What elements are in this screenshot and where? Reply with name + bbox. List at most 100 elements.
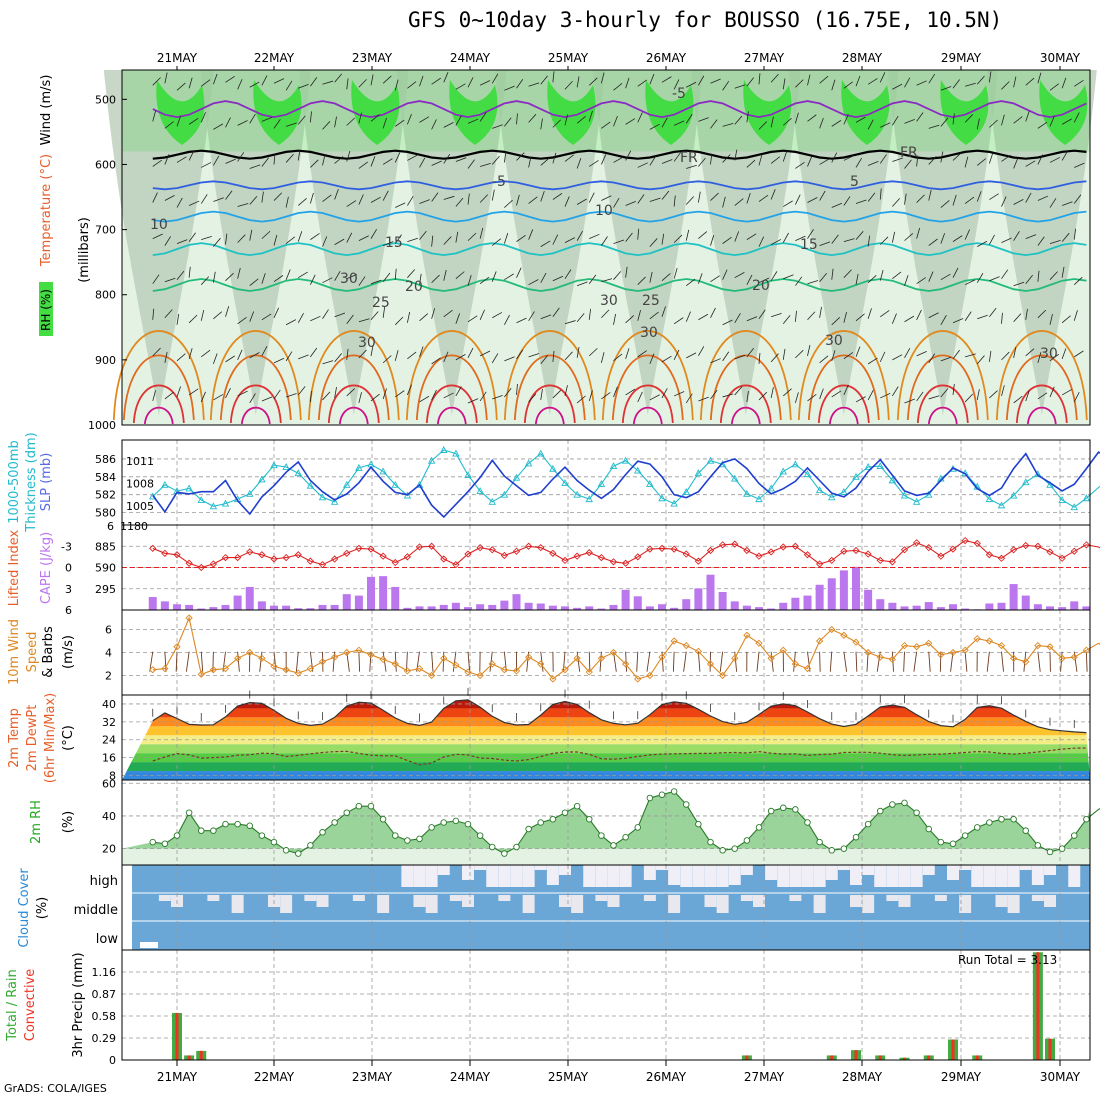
rh2m-marker — [731, 845, 739, 852]
wind10-speed-marker — [694, 647, 703, 655]
wind-barb — [794, 112, 799, 124]
wind-barb — [1049, 313, 1053, 325]
contour-label: 30 — [825, 333, 843, 349]
contour-label: 20 — [752, 278, 770, 294]
wind-barb — [892, 83, 903, 90]
lifted-index-marker — [658, 544, 666, 553]
wind-barb — [334, 189, 339, 200]
thickness-tick-label: 584 — [95, 471, 116, 484]
wind-barb — [734, 386, 743, 396]
wind-barb — [977, 314, 988, 320]
wind-barb — [576, 76, 580, 88]
wind-barb — [346, 348, 349, 360]
wind-barb — [443, 392, 454, 399]
wind-barb — [249, 352, 260, 359]
wind-barb — [1013, 231, 1020, 241]
wind-barb — [952, 318, 964, 324]
wind10-speed-marker — [573, 654, 581, 662]
lifted-index-marker — [476, 544, 484, 552]
rh2m-base-fill — [122, 848, 1090, 865]
wind-barb — [443, 309, 453, 318]
cloud-high-bar — [1007, 865, 1020, 887]
wind-barb — [431, 274, 440, 283]
thickness-marker — [730, 474, 739, 482]
thickness-marker — [706, 456, 715, 464]
wind-barb — [395, 202, 406, 208]
cape-bar — [997, 602, 1006, 610]
wind-barb — [964, 156, 969, 168]
wind-barb — [637, 194, 645, 204]
wind-barb — [200, 276, 210, 285]
precip-convective-bar — [745, 1055, 749, 1060]
wind10-barb — [661, 651, 664, 672]
lifted-index-marker — [561, 556, 569, 565]
wind-barb — [588, 77, 598, 86]
lifted-index-marker — [355, 544, 363, 553]
wind-barb — [504, 388, 512, 398]
pressure-tick-label: 500 — [95, 93, 116, 106]
precip-convective-bar — [830, 1055, 834, 1060]
cloud-high-bar — [704, 865, 717, 887]
wind-barb — [964, 393, 974, 403]
wind10-speed-marker — [840, 631, 848, 639]
wind-barb — [1049, 353, 1060, 362]
wind-barb — [601, 195, 612, 201]
wind-barb — [152, 308, 155, 320]
temp-axis-label-b: 2m DewPt — [25, 705, 40, 772]
cape-bar — [658, 604, 666, 610]
wind-barb — [370, 344, 374, 356]
rh-saturated-patch — [351, 80, 400, 145]
temp-contour-40 — [828, 406, 859, 425]
wind-barb — [334, 270, 341, 281]
rh2m-marker — [622, 833, 629, 841]
upper-air-panel-frame — [121, 69, 1091, 426]
wind-barb — [188, 314, 198, 324]
cape-bar — [718, 591, 727, 610]
rh2m-marker — [792, 806, 799, 813]
rh2m-marker — [1070, 832, 1078, 839]
rh2m-marker — [549, 815, 557, 823]
wind-barb — [867, 192, 876, 202]
rh2m-marker — [173, 832, 181, 839]
wind-barb — [516, 383, 518, 395]
wind-barb — [758, 154, 763, 166]
wind-barb — [940, 388, 949, 398]
wind-barb — [807, 197, 818, 203]
rh2m-marker — [489, 843, 496, 851]
wind-barb — [564, 80, 573, 90]
cape-bar — [876, 599, 885, 610]
lifted-index-marker — [549, 549, 557, 557]
wind-barb — [200, 194, 208, 204]
wind-barb — [843, 114, 849, 125]
rh2m-marker — [367, 802, 375, 810]
wind10-speed-marker — [524, 653, 533, 661]
lifted-index-axis-label: Lifted Index — [7, 529, 22, 606]
rh2m-marker — [185, 809, 193, 816]
wind10-speed-marker — [185, 614, 193, 622]
temp-contour-30 — [317, 354, 390, 421]
wind-barb — [358, 79, 367, 88]
wind-barb — [843, 196, 851, 206]
wind-barb — [746, 316, 758, 322]
wind-barb — [698, 346, 705, 357]
cloud-high-bar — [401, 865, 414, 887]
cape-bar — [633, 596, 642, 610]
wind10-axis-label-a: 10m Wind — [7, 619, 22, 685]
wind-barb — [1049, 386, 1055, 398]
wind-barb — [940, 200, 950, 208]
wind10-speed-marker — [561, 666, 569, 674]
wind-barb — [212, 73, 218, 85]
wind-barb — [698, 75, 705, 86]
rh2m-marker — [877, 807, 884, 815]
cloud-middle-bar — [886, 895, 899, 901]
wind-barb — [746, 390, 749, 403]
wind-barb — [686, 81, 697, 88]
wind-barb — [928, 73, 936, 84]
temp-contour-30 — [906, 354, 979, 421]
wind-barb — [673, 317, 684, 325]
lifted-index-marker — [452, 561, 460, 569]
wind-barb — [576, 313, 585, 323]
wind-barb — [285, 196, 289, 208]
cloud-low-bar — [140, 942, 158, 948]
